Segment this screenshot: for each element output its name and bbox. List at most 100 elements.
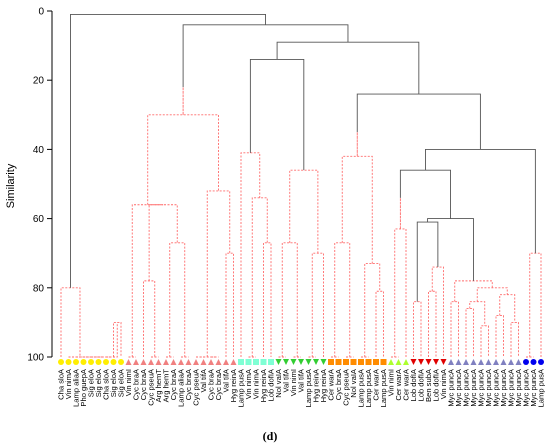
leaf-marker-square [350, 359, 357, 365]
leaf-label: Lamp pusA [237, 368, 246, 407]
leaf-marker-square [268, 359, 274, 365]
leaf-label: Myc puncA [514, 368, 523, 406]
leaf-marker-square [260, 359, 267, 365]
leaf-marker-triangle-up [125, 359, 132, 365]
leaf-marker-triangle-up [463, 359, 469, 365]
dendrogram-branch [341, 155, 373, 243]
leaf-marker-triangle-up [163, 359, 169, 365]
leaf-label: Lob dofIA [409, 368, 418, 401]
leaf-label: Sig eloA [87, 368, 96, 397]
leaf-marker-triangle-up [208, 359, 214, 365]
leaf-label: Vin nimI [387, 369, 396, 396]
leaf-marker-square [380, 359, 387, 365]
leaf-marker-triangle-down [305, 359, 312, 365]
y-tick-label: 80 [33, 283, 45, 294]
leaf-label: Cyc braA [139, 368, 148, 400]
dendrogram-branch [425, 148, 536, 254]
leaf-label: Cer warA [394, 368, 403, 401]
leaf-marker-triangle-up [133, 359, 139, 365]
leaf-label: Cyc pseuA [342, 368, 351, 406]
leaf-label: Cer warA [372, 368, 381, 401]
leaf-label: Myc puncA [447, 368, 456, 406]
dendrogram-branch [263, 242, 272, 357]
leaf-label: Cyc pseuA [192, 368, 201, 406]
leaf-label: Vin nimI [289, 369, 298, 396]
leaf-markers [58, 359, 544, 365]
leaf-label: Vin nimA [244, 368, 253, 399]
leaf-marker-circle [95, 359, 102, 365]
dendrogram-branch [143, 280, 156, 357]
leaf-marker-triangle-up [448, 359, 454, 365]
leaf-marker-triangle-down [320, 359, 327, 365]
leaf-label: Cyc braA [132, 368, 141, 400]
dendrogram-branch [465, 308, 474, 357]
leaf-label: Val tifA [282, 368, 291, 392]
leaf-marker-triangle-up [148, 359, 154, 365]
leaf-marker-square [373, 359, 379, 365]
leaf-marker-triangle-up [395, 359, 402, 365]
leaf-marker-triangle-up [200, 359, 207, 365]
dendrogram-branch [147, 114, 219, 205]
leaf-marker-triangle-down [440, 359, 447, 365]
dendrogram-branch [469, 301, 486, 326]
leaf-marker-triangle-up [140, 359, 147, 365]
y-tick-label: 40 [33, 145, 45, 156]
leaf-marker-triangle-up [388, 359, 394, 365]
dendrogram-branch [182, 24, 349, 88]
leaf-marker-square [245, 359, 252, 365]
leaf-label: Myc puncA [484, 368, 493, 406]
leaf-label: Myc puncA [462, 368, 471, 406]
dendrogram-tree [60, 14, 542, 358]
leaf-label: Myc puncA [529, 368, 538, 406]
leaf-label: Pho guepA [79, 368, 88, 407]
leaf-marker-square [253, 359, 259, 365]
dendrogram-branch [106, 322, 118, 358]
leaf-label: Hyg reinA [229, 368, 238, 402]
leaf-marker-triangle-down [418, 359, 424, 365]
leaf-marker-circle [110, 359, 117, 365]
leaf-label: Lob dofIA [267, 368, 276, 401]
leaf-marker-triangle-down [290, 359, 297, 365]
leaf-marker-circle [538, 359, 544, 365]
leaf-label: Cyc braA [334, 368, 343, 400]
y-tick-label: 60 [33, 214, 45, 225]
dendrogram-branch [281, 242, 298, 357]
leaf-label: Hyg reinA [312, 368, 321, 402]
leaf-label: Val tifA [199, 368, 208, 392]
leaf-marker-triangle-up [485, 359, 492, 365]
leaf-marker-circle [88, 359, 94, 365]
dendrogram-branch [529, 252, 542, 357]
leaf-marker-triangle-up [170, 359, 177, 365]
leaf-label: Lamp aliaA [177, 368, 186, 407]
leaf-marker-square [343, 359, 349, 365]
leaf-label: Nol vaIA [274, 368, 283, 398]
leaf-label: Sig eloA [117, 368, 126, 397]
y-axis: 0 20 40 60 80 100 [27, 7, 53, 364]
leaf-label: Lamp pusA [379, 368, 388, 407]
leaf-marker-triangle-down [313, 359, 319, 365]
leaf-label: Val tifA [222, 368, 231, 392]
dendrogram-branch [431, 266, 444, 357]
dendrogram-branch [450, 301, 459, 357]
leaf-label: Arg hemT [162, 369, 171, 403]
leaf-marker-circle [65, 359, 72, 365]
leaf-label: Lamp pusA [304, 368, 313, 407]
y-tick-label: 20 [33, 76, 45, 87]
leaf-marker-triangle-down [433, 359, 439, 365]
leaf-label: Sig eloA [94, 368, 103, 397]
dendrogram-branch [499, 294, 516, 323]
leaf-label: Cha sloA [102, 368, 111, 400]
leaf-marker-circle [73, 359, 79, 365]
dendrogram-branch [225, 252, 234, 357]
dendrogram-branch [480, 325, 489, 357]
leaf-label: Nol vaIA [349, 368, 358, 398]
leaf-label: Myc puncA [477, 368, 486, 406]
dendrogram-branch [394, 228, 407, 357]
leaf-label: Myc puncA [522, 368, 531, 406]
dendrogram-branch [375, 290, 384, 357]
dendrogram-branch [311, 252, 324, 357]
leaf-marker-triangle-down [275, 359, 282, 365]
